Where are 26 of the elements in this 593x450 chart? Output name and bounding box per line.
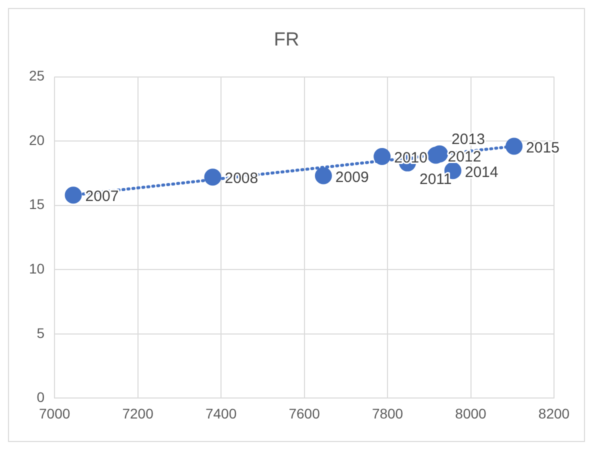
point xyxy=(204,168,222,186)
annotation: 2009 xyxy=(335,168,369,186)
point xyxy=(374,148,391,166)
annotation: 2015 xyxy=(526,139,560,156)
x-tick-label: 7400 xyxy=(205,405,237,422)
y-tick-label: 10 xyxy=(28,260,45,276)
point xyxy=(506,138,523,155)
y-tick-label: 15 xyxy=(28,196,45,212)
x-tick-label: 7000 xyxy=(38,405,70,422)
y-tick-label: 0 xyxy=(36,389,45,406)
annotation: 2011 xyxy=(420,171,452,188)
x-tick-label: 7800 xyxy=(372,405,404,422)
point xyxy=(64,186,82,204)
y-tick-label: 5 xyxy=(36,324,45,341)
y-tick-label: 20 xyxy=(28,132,45,148)
annotation: 2013 xyxy=(452,131,485,148)
x-tick-label: 8000 xyxy=(455,405,487,422)
chart-title: FR xyxy=(274,30,300,51)
x-tick-label: 7200 xyxy=(122,405,154,422)
annotation: 2007 xyxy=(85,188,119,206)
annotation: 2014 xyxy=(464,164,498,181)
y-tick-label: 25 xyxy=(28,68,45,84)
annotation: 2012 xyxy=(448,148,482,166)
x-tick-label: 8200 xyxy=(538,405,570,422)
x-tick-label: 7600 xyxy=(288,405,320,422)
point xyxy=(314,167,332,184)
